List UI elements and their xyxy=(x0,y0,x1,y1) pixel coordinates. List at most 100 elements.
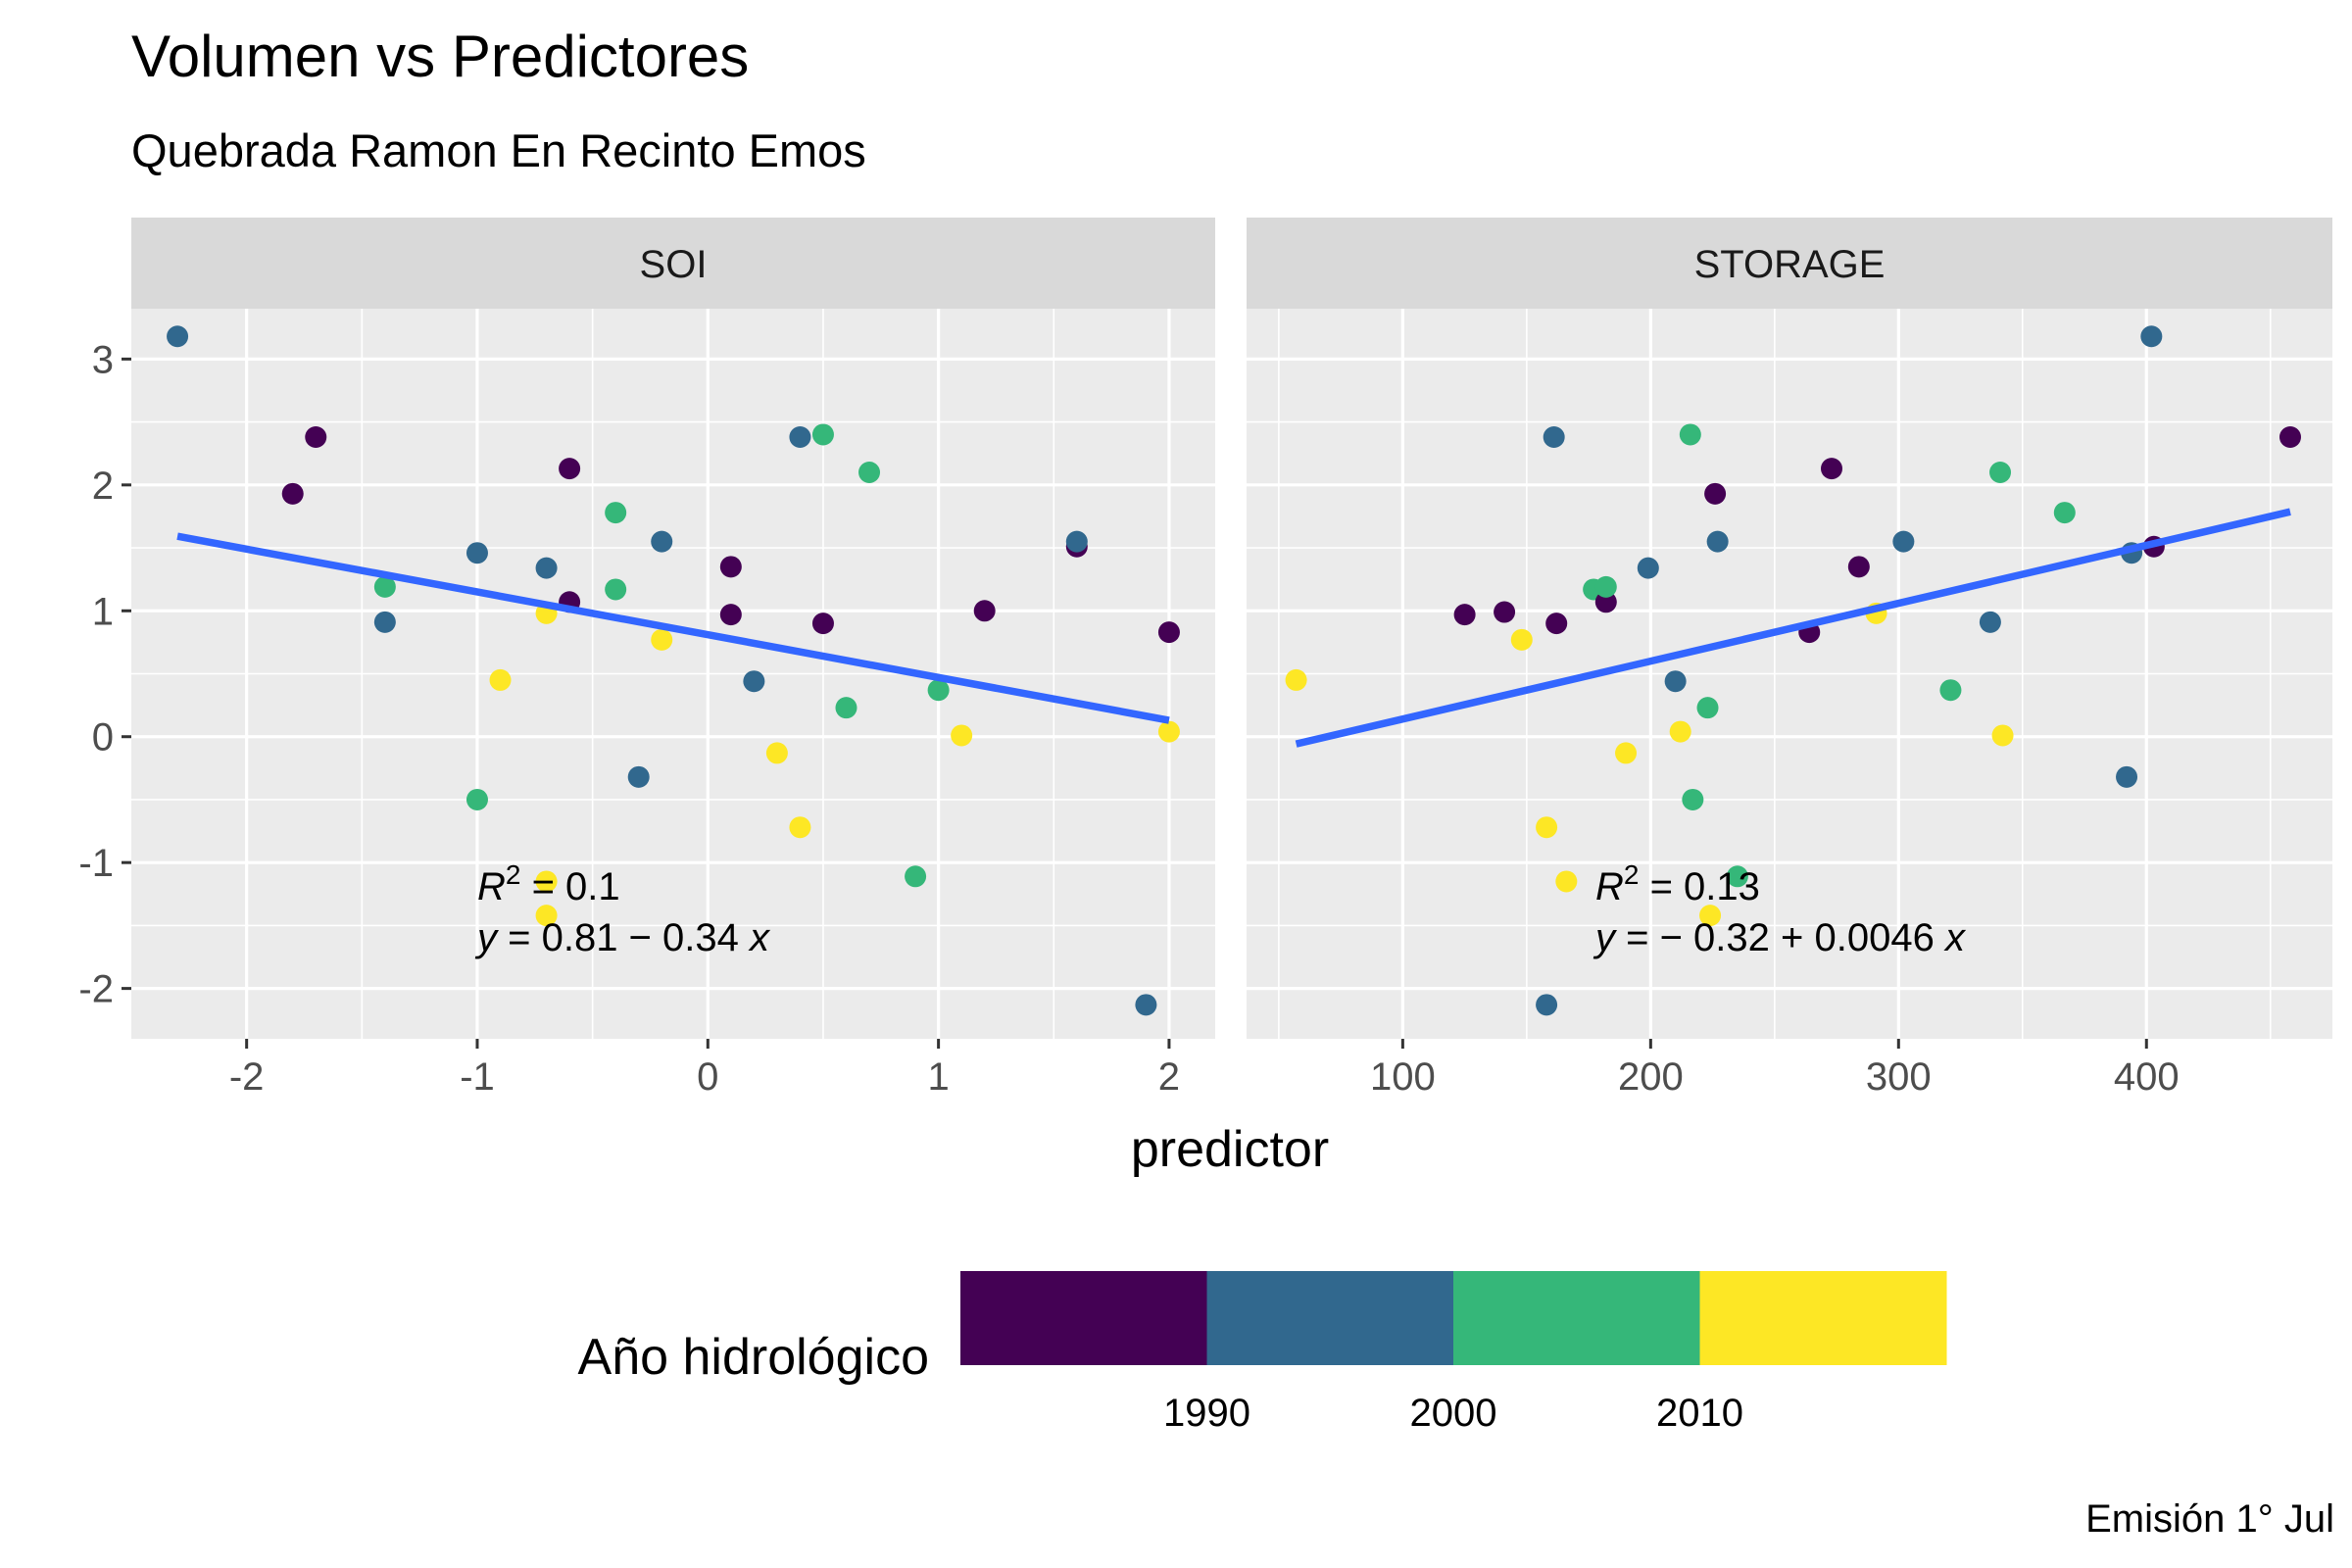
data-point xyxy=(719,556,742,578)
legend-label: 2010 xyxy=(1656,1392,1743,1435)
data-point xyxy=(535,557,558,579)
data-point xyxy=(1821,458,1843,480)
data-point xyxy=(627,765,650,788)
legend-label: 2000 xyxy=(1410,1392,1497,1435)
color-legend: 1990 2000 2010 xyxy=(960,1271,1947,1435)
data-point xyxy=(489,668,512,691)
x-tick-label: 400 xyxy=(2114,1055,2180,1099)
chart-title: Volumen vs Predictores xyxy=(131,24,749,89)
data-point xyxy=(858,461,881,483)
data-point xyxy=(1669,720,1691,743)
equation-annotation: y = − 0.32 + 0.0046 x xyxy=(1592,916,1967,959)
data-point xyxy=(1847,556,1870,578)
data-point xyxy=(1536,994,1558,1016)
legend-color-bin xyxy=(960,1271,1207,1365)
y-tick-label: 3 xyxy=(92,338,114,381)
x-tick-label: 300 xyxy=(1866,1055,1932,1099)
x-tick-label: 0 xyxy=(697,1055,718,1099)
data-point xyxy=(1594,591,1617,613)
data-point xyxy=(1543,426,1565,449)
data-point xyxy=(2116,765,2138,788)
data-point xyxy=(305,426,327,449)
x-tick-label: -2 xyxy=(229,1055,265,1099)
data-point xyxy=(811,612,834,635)
data-point xyxy=(1157,621,1180,644)
facet-panels: SOI -2 -1 0 1 2 R2 = 0.1 y = 0.81 − 0.34 x STORA… xyxy=(131,218,2332,1099)
x-axis-title: predictor xyxy=(1131,1121,1329,1178)
data-point xyxy=(1494,601,1516,623)
data-point xyxy=(1285,668,1307,691)
y-tick-label: 0 xyxy=(92,716,114,760)
data-point xyxy=(2278,426,2301,449)
regression-line xyxy=(1295,508,2291,748)
r2-annotation: R2 = 0.1 xyxy=(477,859,620,908)
y-axis: 3 2 1 0 -1 -2 xyxy=(78,338,131,1011)
data-point xyxy=(1939,679,1962,702)
data-point xyxy=(1991,724,2014,747)
data-point xyxy=(973,600,996,622)
data-point xyxy=(466,542,488,564)
facet-strip xyxy=(1247,218,2332,309)
data-point xyxy=(1892,530,1915,553)
data-point xyxy=(535,905,558,927)
data-point xyxy=(1545,612,1568,635)
data-point xyxy=(789,426,811,449)
data-point xyxy=(373,611,396,633)
data-point xyxy=(1555,870,1578,893)
data-point xyxy=(1453,604,1476,626)
data-point xyxy=(605,578,627,601)
x-tick-label: 200 xyxy=(1618,1055,1684,1099)
data-point xyxy=(1536,816,1558,839)
data-point xyxy=(1594,575,1617,598)
data-point xyxy=(651,628,673,651)
legend-color-bin xyxy=(1699,1271,1947,1365)
data-point xyxy=(1704,482,1727,505)
data-point xyxy=(811,423,834,446)
data-point xyxy=(2140,325,2163,348)
data-point xyxy=(1979,611,2001,633)
data-point xyxy=(281,482,304,505)
y-tick-label: -2 xyxy=(78,968,114,1011)
data-point xyxy=(1615,742,1638,764)
chart-subtitle: Quebrada Ramon En Recinto Emos xyxy=(131,124,866,176)
equation-annotation: y = 0.81 − 0.34 x xyxy=(474,916,771,959)
data-point xyxy=(535,870,558,893)
x-tick-label: 2 xyxy=(1158,1055,1180,1099)
facet-strip-label: STORAGE xyxy=(1694,243,1886,286)
data-point xyxy=(651,530,673,553)
data-point xyxy=(373,575,396,598)
data-point xyxy=(1726,865,1748,888)
data-point xyxy=(1664,670,1687,693)
data-point xyxy=(1696,697,1719,719)
data-point xyxy=(765,742,788,764)
data-point xyxy=(1989,461,2012,483)
x-tick-label: -1 xyxy=(460,1055,495,1099)
data-point xyxy=(1637,557,1659,579)
data-point xyxy=(1679,423,1701,446)
data-point xyxy=(951,724,973,747)
data-point xyxy=(835,697,858,719)
legend-color-bin xyxy=(1453,1271,1700,1365)
data-point xyxy=(927,679,950,702)
facet-strip-label: SOI xyxy=(640,243,708,286)
data-point xyxy=(1706,530,1729,553)
data-point xyxy=(905,865,927,888)
legend-label: 1990 xyxy=(1163,1392,1250,1435)
data-point xyxy=(1510,628,1533,651)
data-point xyxy=(466,788,488,810)
y-tick-label: 2 xyxy=(92,465,114,508)
facet-soi: SOI -2 -1 0 1 2 R2 = 0.1 y = 0.81 − 0.34 x xyxy=(131,218,1215,1099)
x-tick-label: 1 xyxy=(927,1055,949,1099)
data-point xyxy=(789,816,811,839)
data-point xyxy=(1699,905,1722,927)
legend-color-bin xyxy=(1206,1271,1454,1365)
y-tick-label: -1 xyxy=(78,842,114,885)
r2-annotation: R2 = 0.13 xyxy=(1595,859,1760,908)
legend-title: Año hidrológico xyxy=(578,1329,929,1386)
data-point xyxy=(1682,788,1704,810)
data-point xyxy=(1157,720,1180,743)
data-point xyxy=(605,502,627,524)
x-tick-label: 100 xyxy=(1370,1055,1436,1099)
data-point xyxy=(1135,994,1157,1016)
